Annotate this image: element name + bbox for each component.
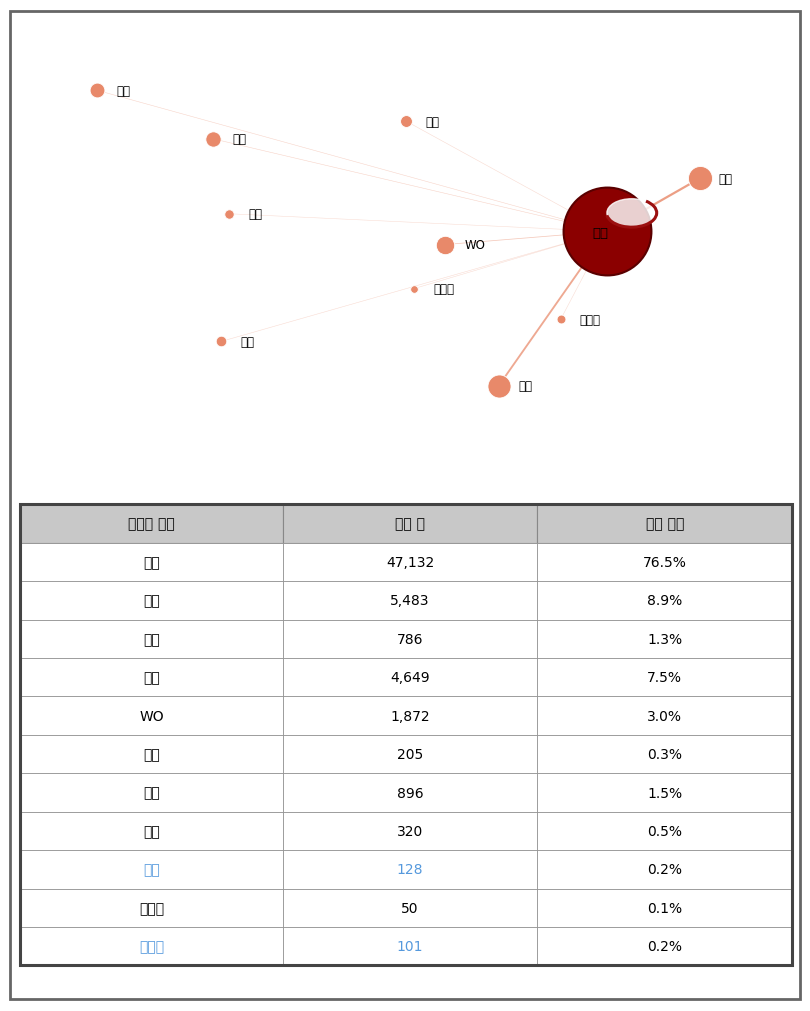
Bar [283, 543, 538, 581]
Bar [538, 658, 792, 697]
Bar [20, 620, 283, 658]
Bar [20, 504, 283, 543]
Text: 영국: 영국 [241, 336, 254, 349]
Text: 중국: 중국 [143, 555, 160, 569]
Bar [20, 697, 283, 735]
Point [207, 131, 220, 148]
Text: 한국: 한국 [143, 632, 160, 646]
Point [215, 334, 228, 350]
Point [554, 312, 567, 329]
Text: 유럽: 유럽 [143, 786, 160, 800]
Bar [283, 735, 538, 773]
Text: 4,649: 4,649 [390, 670, 430, 684]
Bar [538, 735, 792, 773]
Text: 1.5%: 1.5% [647, 786, 682, 800]
Bar [283, 812, 538, 850]
Point [399, 114, 412, 130]
Bar [20, 773, 283, 812]
Bar [20, 850, 283, 889]
Text: 8.9%: 8.9% [647, 593, 683, 608]
Circle shape [607, 199, 656, 227]
Point [438, 238, 451, 254]
Text: 76.5%: 76.5% [643, 555, 687, 569]
Text: 프랑스: 프랑스 [433, 283, 454, 296]
Bar [283, 620, 538, 658]
Bar [538, 697, 792, 735]
Bar [20, 543, 283, 581]
Bar [283, 581, 538, 620]
Text: WO: WO [464, 239, 485, 252]
Text: 대만: 대만 [143, 862, 160, 877]
Text: 0.1%: 0.1% [647, 901, 682, 915]
Text: 786: 786 [397, 632, 424, 646]
Text: 유럽: 유럽 [232, 133, 246, 147]
Text: 한국: 한국 [117, 85, 130, 98]
Text: 영국: 영국 [143, 747, 160, 761]
Text: 미국: 미국 [718, 173, 733, 186]
Text: 대만: 대만 [248, 208, 262, 221]
Text: 205: 205 [397, 747, 423, 761]
Bar [283, 927, 538, 966]
Bar [283, 504, 538, 543]
Bar [20, 927, 283, 966]
Bar [538, 773, 792, 812]
Text: 러시아: 러시아 [139, 939, 164, 953]
Text: 1.3%: 1.3% [647, 632, 682, 646]
Text: 피인용 국가: 피인용 국가 [128, 517, 175, 531]
Text: 0.2%: 0.2% [647, 939, 682, 953]
Text: 1,872: 1,872 [390, 709, 430, 723]
Bar [20, 812, 283, 850]
Bar [538, 581, 792, 620]
Text: 101: 101 [397, 939, 424, 953]
Bar [538, 812, 792, 850]
Point [222, 206, 235, 222]
Text: 0.3%: 0.3% [647, 747, 682, 761]
Bar [538, 543, 792, 581]
Text: WO: WO [139, 709, 164, 723]
Point [600, 224, 613, 241]
Bar [20, 889, 283, 927]
Text: 프랑스: 프랑스 [139, 901, 164, 915]
Text: 0.2%: 0.2% [647, 862, 682, 877]
Text: 일본: 일본 [143, 670, 160, 684]
Text: 0.5%: 0.5% [647, 824, 682, 838]
Point [693, 171, 706, 187]
Bar [538, 504, 792, 543]
Bar [283, 773, 538, 812]
Bar [538, 889, 792, 927]
Text: 인용 비율: 인용 비율 [646, 517, 684, 531]
Bar [20, 735, 283, 773]
Bar [538, 850, 792, 889]
Text: 인용 수: 인용 수 [395, 517, 425, 531]
Bar [283, 658, 538, 697]
Text: 러시아: 러시아 [580, 313, 601, 327]
Bar [20, 581, 283, 620]
Bar [283, 850, 538, 889]
Text: 5,483: 5,483 [390, 593, 430, 608]
Text: 독일: 독일 [143, 824, 160, 838]
Text: 50: 50 [401, 901, 419, 915]
Text: 896: 896 [397, 786, 424, 800]
Text: 일본: 일본 [518, 380, 532, 392]
Bar [20, 658, 283, 697]
Point [492, 378, 505, 394]
Point [407, 281, 420, 297]
Text: 미국: 미국 [143, 593, 160, 608]
Text: 독일: 독일 [425, 115, 440, 128]
Text: 128: 128 [397, 862, 424, 877]
Point [91, 83, 104, 99]
Bar [538, 620, 792, 658]
Text: 7.5%: 7.5% [647, 670, 682, 684]
Text: 47,132: 47,132 [386, 555, 434, 569]
Bar [283, 889, 538, 927]
Text: 320: 320 [397, 824, 423, 838]
Bar [283, 697, 538, 735]
Bar [538, 927, 792, 966]
Text: 중국: 중국 [593, 226, 609, 240]
Text: 3.0%: 3.0% [647, 709, 682, 723]
